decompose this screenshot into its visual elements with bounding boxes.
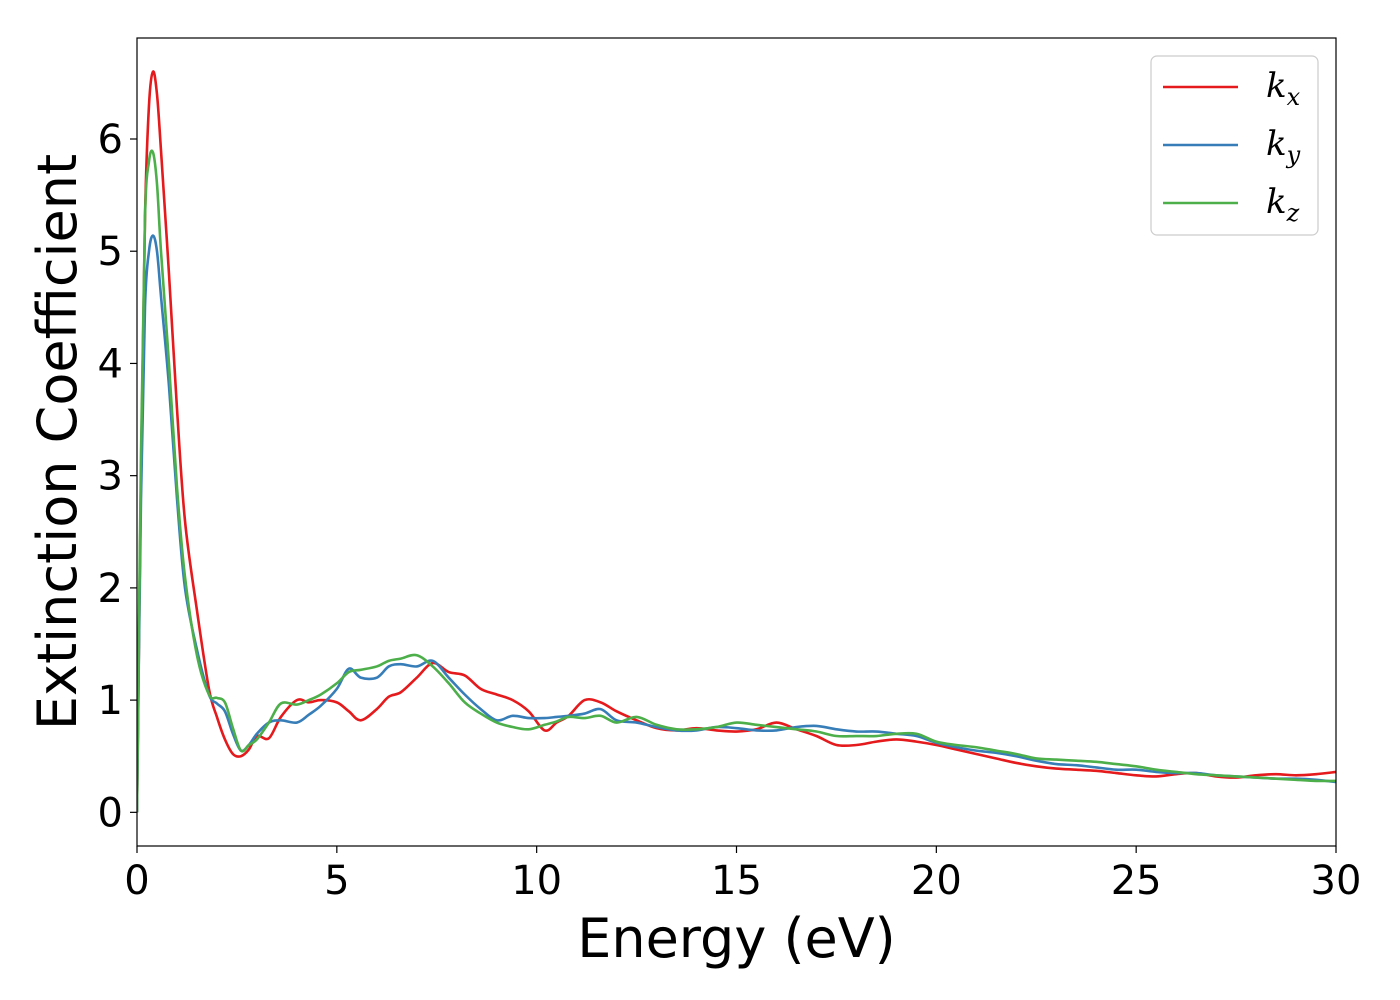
legend-label-subscript: z (1286, 199, 1300, 227)
y-tick-label: 6 (98, 117, 123, 163)
series-line-kz (137, 149, 1336, 813)
series-line-ky (137, 234, 1336, 813)
legend-label-subscript: y (1286, 141, 1301, 169)
y-axis: 0 1 2 3 4 5 6 (98, 117, 137, 836)
x-tick-label: 25 (1111, 858, 1162, 904)
y-tick-label: 4 (98, 341, 123, 387)
legend-label-base: k (1266, 182, 1287, 222)
x-tick-label: 10 (511, 858, 562, 904)
legend-label-subscript: x (1287, 83, 1301, 111)
x-axis: 0 5 10 15 20 25 30 (124, 846, 1361, 904)
x-tick-label: 30 (1311, 858, 1362, 904)
legend-label-kz: kz (1266, 182, 1300, 227)
y-axis-label: Extinction Coefficient (26, 154, 89, 730)
x-tick-label: 0 (124, 858, 149, 904)
x-axis-label: Energy (eV) (577, 907, 896, 970)
legend-label-ky: ky (1266, 124, 1301, 169)
legend-label-kx: kx (1266, 66, 1301, 111)
plot-area (137, 70, 1336, 813)
x-tick-label: 15 (711, 858, 762, 904)
y-tick-label: 2 (98, 566, 123, 612)
y-tick-label: 0 (98, 790, 123, 836)
legend-label-base: k (1266, 124, 1287, 164)
y-tick-label: 1 (98, 678, 123, 724)
legend-label-base: k (1266, 66, 1287, 106)
x-tick-label: 5 (324, 858, 349, 904)
y-tick-label: 3 (98, 454, 123, 500)
series-line-kx (137, 70, 1336, 813)
y-tick-label: 5 (98, 229, 123, 275)
x-tick-label: 20 (911, 858, 962, 904)
